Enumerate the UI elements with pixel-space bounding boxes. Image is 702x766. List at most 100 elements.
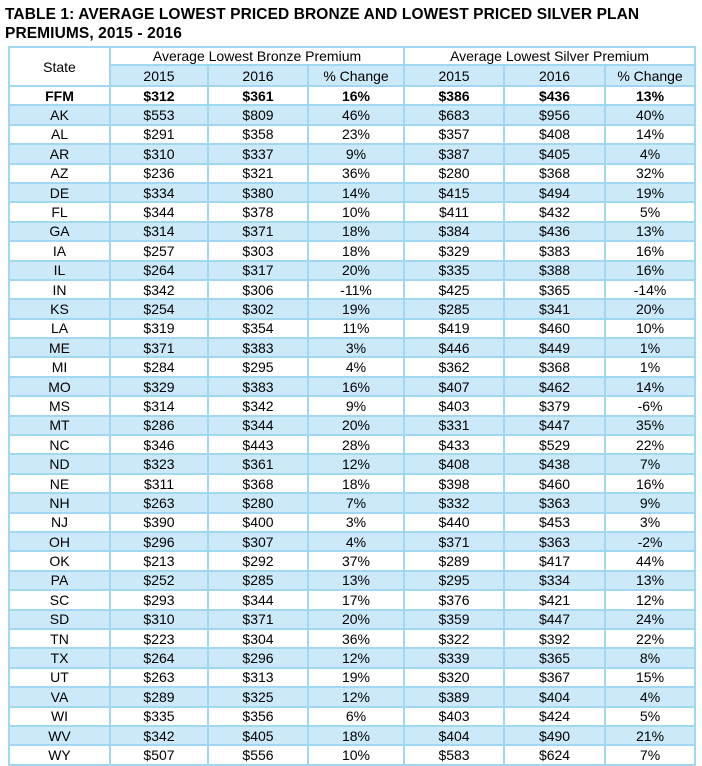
state-cell: PA bbox=[8, 569, 111, 592]
table-row: MT $286 $344 20% $331 $447 35% bbox=[8, 414, 697, 437]
state-cell: IN bbox=[8, 278, 111, 301]
value-cell: $440 bbox=[403, 511, 506, 534]
value-cell: 13% bbox=[604, 220, 697, 243]
table-row: AZ $236 $321 36% $280 $368 32% bbox=[8, 162, 697, 184]
value-cell: 4% bbox=[306, 530, 406, 553]
state-cell: MO bbox=[8, 375, 111, 398]
state-cell: OK bbox=[8, 550, 111, 572]
value-cell: $359 bbox=[403, 608, 506, 630]
value-cell: 19% bbox=[306, 666, 406, 689]
value-cell: $252 bbox=[109, 569, 209, 592]
value-cell: 5% bbox=[604, 705, 697, 727]
value-cell: $363 bbox=[503, 530, 607, 553]
value-cell: $285 bbox=[207, 569, 309, 592]
premiums-table: State Average Lowest Bronze Premium Aver… bbox=[8, 46, 697, 766]
value-cell: $449 bbox=[503, 337, 607, 359]
value-cell: $354 bbox=[207, 317, 309, 340]
value-cell: $257 bbox=[109, 240, 209, 262]
value-cell: $303 bbox=[207, 240, 309, 262]
value-cell: $683 bbox=[403, 104, 506, 126]
value-cell: $322 bbox=[403, 627, 506, 650]
value-cell: 13% bbox=[604, 569, 697, 592]
value-cell: 22% bbox=[604, 627, 697, 650]
value-cell: $363 bbox=[503, 492, 607, 514]
table-row: WY $507 $556 10% $583 $624 7% bbox=[8, 744, 697, 766]
value-cell: $302 bbox=[207, 298, 309, 320]
value-cell: $342 bbox=[207, 395, 309, 417]
value-cell: $329 bbox=[403, 240, 506, 262]
value-cell: 3% bbox=[306, 511, 406, 534]
value-cell: $346 bbox=[109, 434, 209, 456]
value-cell: $809 bbox=[207, 104, 309, 126]
value-cell: $398 bbox=[403, 472, 506, 495]
value-cell: $368 bbox=[503, 356, 607, 378]
state-cell: MS bbox=[8, 395, 111, 417]
state-cell: VA bbox=[8, 686, 111, 708]
table-row: NJ $390 $400 3% $440 $453 3% bbox=[8, 511, 697, 534]
value-cell: 7% bbox=[306, 492, 406, 514]
value-cell: $296 bbox=[207, 647, 309, 669]
value-cell: $254 bbox=[109, 298, 209, 320]
table-row: AR $310 $337 9% $387 $405 4% bbox=[8, 143, 697, 165]
value-cell: $956 bbox=[503, 104, 607, 126]
value-cell: 10% bbox=[306, 744, 406, 766]
table-row: IA $257 $303 18% $329 $383 16% bbox=[8, 240, 697, 262]
state-cell: ME bbox=[8, 337, 111, 359]
value-cell: $310 bbox=[109, 608, 209, 630]
value-cell: 20% bbox=[306, 259, 406, 281]
table-row: MS $314 $342 9% $403 $379 -6% bbox=[8, 395, 697, 417]
table-header: State Average Lowest Bronze Premium Aver… bbox=[8, 46, 697, 87]
value-cell: $329 bbox=[109, 375, 209, 398]
value-cell: $321 bbox=[207, 162, 309, 184]
value-cell: 16% bbox=[306, 375, 406, 398]
header-sub-row: 2015 2016 % Change 2015 2016 % Change bbox=[9, 64, 697, 87]
value-cell: $344 bbox=[109, 201, 209, 223]
col-header-silver-2016: 2016 bbox=[503, 64, 607, 87]
value-cell: $624 bbox=[503, 744, 607, 766]
value-cell: $213 bbox=[109, 550, 209, 572]
value-cell: $236 bbox=[109, 162, 209, 184]
header-group-row: State Average Lowest Bronze Premium Aver… bbox=[8, 46, 697, 87]
table-row: TX $264 $296 12% $339 $365 8% bbox=[8, 647, 697, 669]
table-row: WI $335 $356 6% $403 $424 5% bbox=[8, 705, 697, 727]
table-row: MO $329 $383 16% $407 $462 14% bbox=[8, 375, 697, 398]
value-cell: 12% bbox=[306, 686, 406, 708]
value-cell: $368 bbox=[503, 162, 607, 184]
value-cell: 14% bbox=[306, 181, 406, 204]
value-cell: $436 bbox=[503, 84, 607, 107]
value-cell: $460 bbox=[503, 317, 607, 340]
value-cell: 13% bbox=[604, 84, 697, 107]
value-cell: $263 bbox=[109, 492, 209, 514]
value-cell: $296 bbox=[109, 530, 209, 553]
value-cell: $460 bbox=[503, 472, 607, 495]
value-cell: 9% bbox=[306, 143, 406, 165]
table-row: IL $264 $317 20% $335 $388 16% bbox=[8, 259, 697, 281]
value-cell: $289 bbox=[403, 550, 506, 572]
state-cell: WI bbox=[8, 705, 111, 727]
value-cell: $367 bbox=[503, 666, 607, 689]
value-cell: $325 bbox=[207, 686, 309, 708]
col-header-bronze-2015: 2015 bbox=[109, 64, 209, 87]
value-cell: $376 bbox=[403, 589, 506, 611]
value-cell: $314 bbox=[109, 395, 209, 417]
table-row: UT $263 $313 19% $320 $367 15% bbox=[8, 666, 697, 689]
state-cell: ND bbox=[8, 453, 111, 475]
value-cell: $371 bbox=[207, 220, 309, 243]
value-cell: $334 bbox=[109, 181, 209, 204]
value-cell: 19% bbox=[306, 298, 406, 320]
value-cell: $361 bbox=[207, 84, 309, 107]
table-row: PA $252 $285 13% $295 $334 13% bbox=[8, 569, 697, 592]
state-cell: MT bbox=[8, 414, 111, 437]
value-cell: 18% bbox=[306, 472, 406, 495]
value-cell: $361 bbox=[207, 453, 309, 475]
value-cell: $264 bbox=[109, 647, 209, 669]
table-row: TN $223 $304 36% $322 $392 22% bbox=[8, 627, 697, 650]
state-cell: DE bbox=[8, 181, 111, 204]
table-row: IN $342 $306 -11% $425 $365 -14% bbox=[8, 278, 697, 301]
table-row: SC $293 $344 17% $376 $421 12% bbox=[8, 589, 697, 611]
state-cell: WY bbox=[8, 744, 111, 766]
table-row: NH $263 $280 7% $332 $363 9% bbox=[8, 492, 697, 514]
value-cell: 6% bbox=[306, 705, 406, 727]
value-cell: $371 bbox=[207, 608, 309, 630]
state-cell: SD bbox=[8, 608, 111, 630]
